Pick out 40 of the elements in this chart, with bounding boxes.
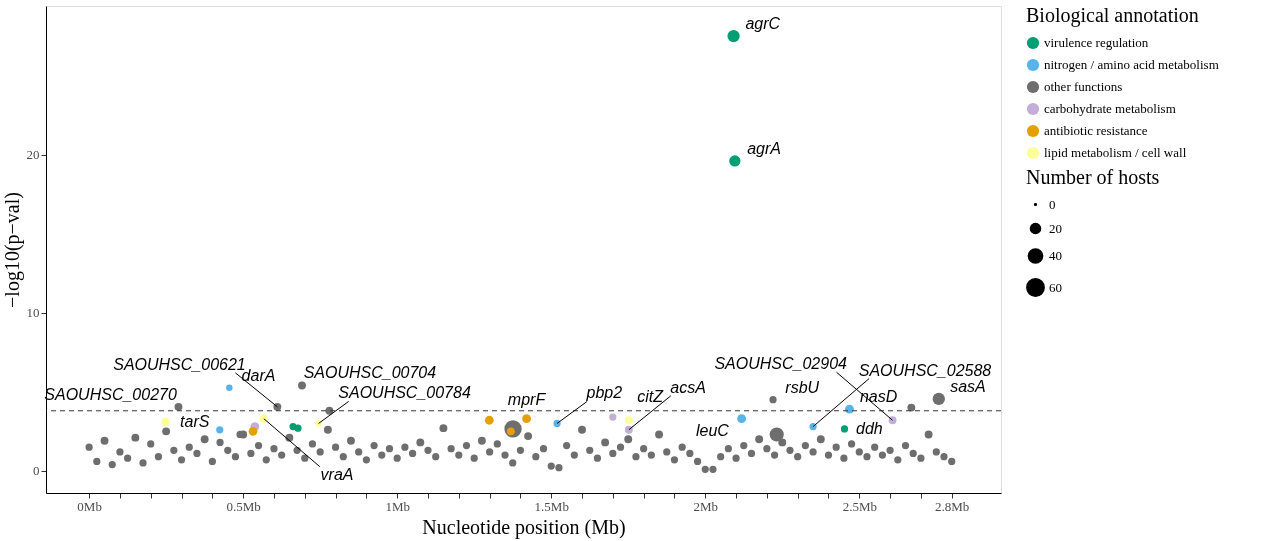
legend-title: Biological annotation	[1026, 4, 1199, 27]
x-tick-label: 2.8Mb	[935, 498, 970, 514]
y-axis-title: −log10(p−val)	[0, 192, 24, 308]
annotation: acsA	[670, 378, 706, 396]
x-tick-label: 0.5Mb	[226, 498, 261, 514]
annotation: tarS	[180, 412, 210, 430]
text: Number of hosts	[1026, 166, 1160, 188]
legend-label: nitrogen / amino acid metabolism	[1044, 57, 1219, 72]
legend-label: 0	[1049, 196, 1056, 212]
x-axis-title: Nucleotide position (Mb)	[422, 515, 626, 539]
annotation: SAOUHSC_02904	[714, 355, 848, 373]
y-tick-label: 10	[26, 305, 40, 321]
annotation: citZ	[637, 388, 665, 406]
annotation: leuC	[695, 421, 730, 439]
annotation: agrA	[747, 139, 781, 157]
legend-label: 40	[1049, 248, 1062, 263]
legend-label: carbohydrate metabolism	[1044, 101, 1176, 116]
x-tick-label: 1Mb	[385, 498, 410, 514]
x-tick-label: 0Mb	[77, 498, 102, 514]
x-tick-label: 1.5Mb	[534, 498, 569, 514]
y-tick-label: 20	[26, 147, 40, 163]
annotation: pbp2	[585, 384, 623, 402]
y-tick-label: 0	[33, 463, 40, 479]
legend-label: virulence regulation	[1044, 35, 1149, 50]
legend-label: lipid metabolism / cell wall	[1044, 145, 1187, 160]
annotation: SAOUHSC_02588	[858, 361, 992, 379]
legend-label: other functions	[1044, 79, 1123, 94]
annotation: vraA	[320, 465, 354, 483]
annotation: mprF	[507, 391, 547, 409]
annotation: agrC	[745, 15, 781, 33]
legend-label: 60	[1049, 279, 1062, 295]
annotation: sasA	[950, 377, 986, 395]
legend-label: antibiotic resistance	[1044, 123, 1148, 138]
annotation: SAOUHSC_00784	[338, 384, 471, 402]
legend-label: 20	[1049, 220, 1062, 236]
annotation: rsbU	[785, 378, 820, 396]
x-tick-label: 2Mb	[693, 498, 719, 514]
annotation: ddh	[856, 419, 883, 437]
annotation: SAOUHSC_00704	[303, 364, 437, 382]
x-tick-label: 2.5Mb	[842, 498, 877, 514]
